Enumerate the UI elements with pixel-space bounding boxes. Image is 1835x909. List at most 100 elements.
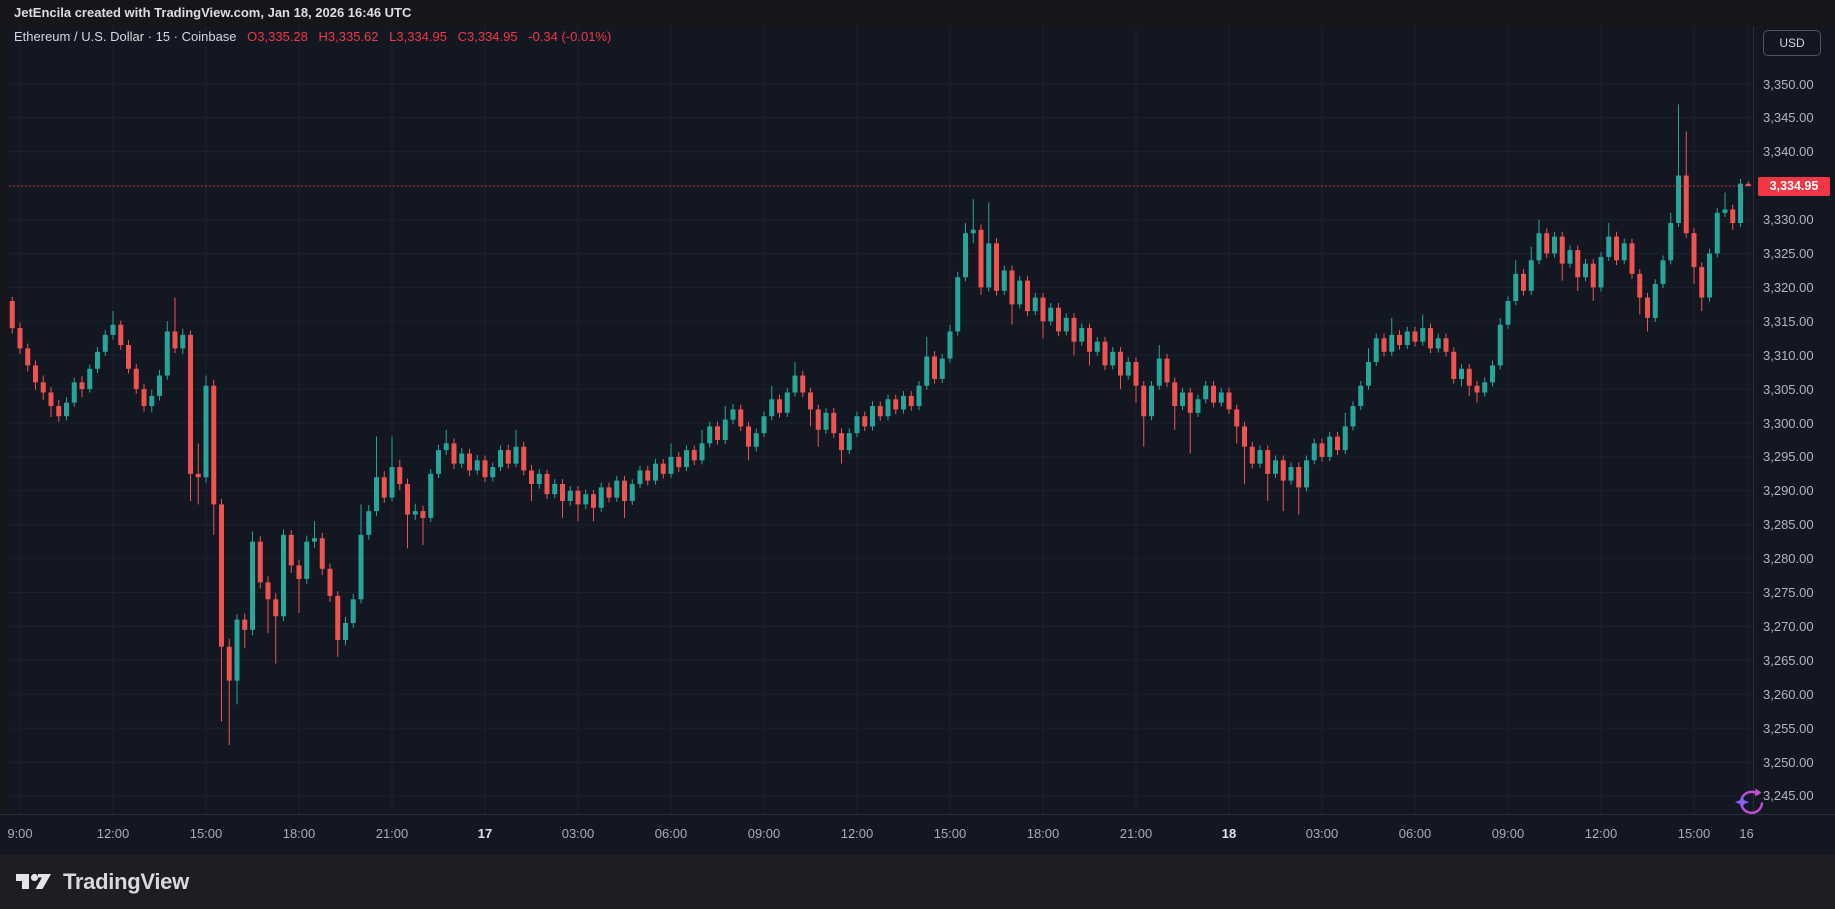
candle-body <box>1381 338 1387 352</box>
time-tick: 06:00 <box>1398 826 1432 841</box>
candle-body <box>1032 297 1038 312</box>
candle-body <box>451 443 457 464</box>
candle-body <box>1536 233 1542 261</box>
candle-body <box>1187 392 1193 413</box>
candle-body <box>188 334 193 474</box>
candle-body <box>1110 351 1116 366</box>
candle-body <box>676 456 682 468</box>
candle-body <box>1552 236 1557 254</box>
time-axis[interactable]: 9:00 12:00 15:00 18:00 21:00 17 03:00 06:00 09:0… <box>0 814 1835 856</box>
currency-unit-button[interactable]: USD <box>1763 30 1821 56</box>
chart-canvas[interactable] <box>9 26 1753 814</box>
candle-body <box>1133 361 1139 386</box>
candle-body <box>1699 267 1705 298</box>
candle-body <box>536 473 542 485</box>
candle-body <box>823 412 829 430</box>
candle-body <box>1528 260 1534 291</box>
candle-body <box>1335 436 1340 451</box>
time-tick: 16: <box>1739 826 1753 841</box>
candle-body <box>1583 263 1588 278</box>
candle-body <box>25 348 31 366</box>
candle-body <box>1683 175 1689 234</box>
candle-body <box>846 433 852 451</box>
candle-body <box>1149 385 1154 417</box>
candle-body <box>1730 209 1736 223</box>
price-tick: 3,280.00 <box>1763 551 1814 567</box>
tradingview-logo[interactable]: TradingView <box>14 869 189 895</box>
time-tick: 03:00 <box>561 826 595 841</box>
candle-body <box>17 328 23 349</box>
candle-body <box>405 484 410 515</box>
price-tick: 3,250.00 <box>1763 754 1814 770</box>
candle-body <box>1745 183 1751 187</box>
price-tick: 3,320.00 <box>1763 279 1814 295</box>
price-tick: 3,255.00 <box>1763 720 1814 736</box>
candle-body <box>1156 358 1162 386</box>
price-tick: 3,345.00 <box>1763 110 1814 126</box>
candle-body <box>815 409 821 430</box>
candle-body <box>1598 256 1604 288</box>
candle-body <box>474 460 480 471</box>
candle-body <box>877 406 883 417</box>
candle-body <box>482 460 488 478</box>
candle-body <box>1722 209 1728 213</box>
candle-body <box>777 399 782 413</box>
candle-body <box>684 450 689 468</box>
candle-body <box>281 534 286 617</box>
candle-body <box>327 568 333 596</box>
candle-body <box>831 412 837 434</box>
candle-body <box>1102 341 1108 366</box>
candle-body <box>1257 450 1263 464</box>
candle-body <box>1296 467 1302 488</box>
time-tick: 03:00 <box>1305 826 1339 841</box>
candle-body <box>48 392 54 407</box>
candle-body <box>1660 260 1666 285</box>
candle-body <box>203 385 209 478</box>
candle-body <box>1071 317 1077 342</box>
candle-body <box>1420 328 1426 342</box>
candle-body <box>870 406 875 427</box>
price-tick: 3,290.00 <box>1763 483 1814 499</box>
candle-body <box>784 392 790 413</box>
time-tick-day: 17 <box>477 826 493 841</box>
candle-body <box>1249 446 1255 464</box>
candle-body <box>1273 460 1278 474</box>
candle-body <box>366 511 372 535</box>
price-axis[interactable]: USD 3,350.00 3,345.00 3,340.00 3,330.00 3,32… <box>1753 26 1835 814</box>
candle-body <box>304 541 310 579</box>
candle-body <box>924 356 930 386</box>
candle-body <box>792 375 798 393</box>
candle-body <box>800 375 806 393</box>
candle-body <box>970 229 976 234</box>
candle-body <box>908 395 914 407</box>
candle-body <box>1652 284 1658 318</box>
candle-body <box>1513 273 1519 301</box>
candle-body <box>397 467 403 485</box>
candle-body <box>1327 436 1333 457</box>
refresh-sparkle-icon[interactable] <box>1732 786 1766 820</box>
candlestick-chart[interactable] <box>9 26 1753 814</box>
candle-body <box>1125 361 1131 376</box>
candle-body <box>893 399 899 410</box>
candle-body <box>296 565 302 579</box>
candle-body <box>606 487 612 498</box>
price-tick: 3,295.00 <box>1763 449 1814 465</box>
candle-body <box>645 470 651 481</box>
candle-body <box>668 456 674 474</box>
candle-body <box>932 356 937 379</box>
candle-body <box>1195 399 1201 413</box>
candle-body <box>1025 280 1030 312</box>
candle-body <box>1474 385 1480 393</box>
candle-body <box>622 480 627 501</box>
candle-body <box>730 409 736 420</box>
candle-body <box>1637 273 1643 298</box>
candle-body <box>653 463 658 481</box>
tradingview-wordmark: TradingView <box>63 869 189 894</box>
candle-body <box>358 534 364 600</box>
candle-body <box>955 277 961 332</box>
candle-body <box>40 382 46 393</box>
candle-body <box>691 450 697 461</box>
candle-body <box>1707 253 1712 298</box>
candle-body <box>219 504 224 647</box>
